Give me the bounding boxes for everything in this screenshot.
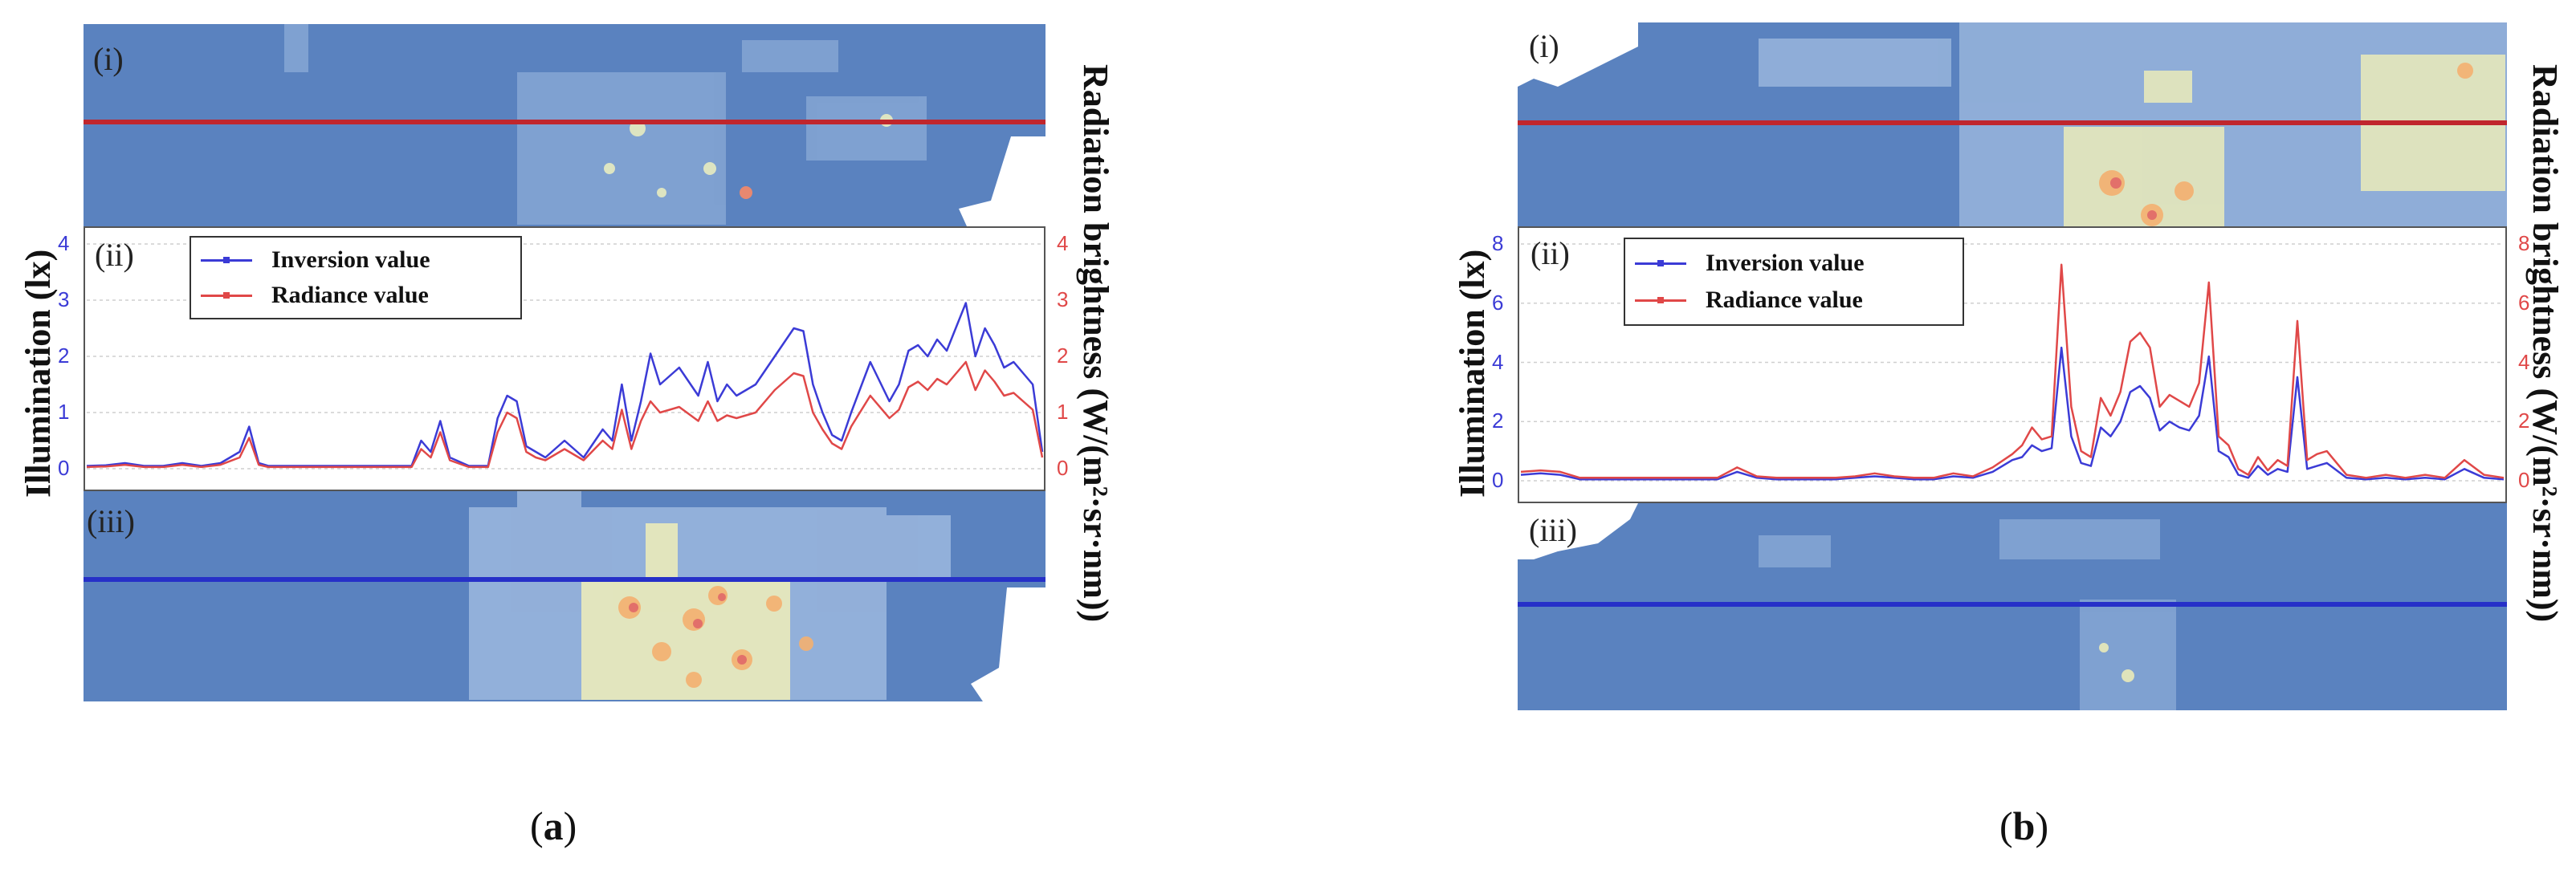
ytick-right-b-0: 0 (2518, 468, 2530, 492)
ytick-right-a-4: 4 (1057, 231, 1069, 255)
panel-b: (i) (ii) Inversion value Radiance value (1285, 0, 2576, 870)
ytick-left-a-2: 2 (58, 344, 70, 368)
chart-a-svg (86, 243, 1044, 470)
label-iii-b: (iii) (1529, 512, 1577, 548)
legend-label-inversion-a: Inversion value (271, 246, 430, 273)
caption-close-a: ) (563, 803, 577, 848)
caption-a: (a) (530, 803, 577, 849)
caption-letter-b: b (2012, 803, 2036, 848)
label-i-b: (i) (1529, 28, 1559, 64)
series-line-radiance-a (86, 360, 1044, 469)
ytick-left-b-2: 4 (1492, 349, 1504, 374)
map-iii-a-nodata (971, 587, 1045, 701)
ytick-right-b-4: 8 (2518, 231, 2530, 255)
ytick-left-a-3: 3 (58, 287, 70, 311)
map-iii-b-texture (1518, 503, 2507, 710)
ytick-right-b-2: 4 (2518, 349, 2530, 374)
ytick-right-a-2: 2 (1057, 344, 1069, 368)
ytick-right-a-0: 0 (1057, 456, 1069, 480)
label-ii-a: (ii) (95, 237, 134, 273)
chart-b: (ii) Inversion value Radiance value (1518, 226, 2507, 503)
ytick-left-a-4: 4 (58, 231, 70, 255)
map-iii-a: (iii) (84, 491, 1045, 701)
legend-swatch-inversion-b (1635, 259, 1686, 266)
ylabel-left-b: Illumination (lx) (1453, 249, 1492, 498)
map-iii-a-texture (84, 491, 1045, 701)
legend-label-radiance-b: Radiance value (1706, 287, 1863, 313)
panel-a: (i) (ii) Inversion value Radiance value (0, 0, 1285, 870)
map-i-b: (i) (1518, 22, 2507, 233)
ytick-right-a-3: 3 (1057, 287, 1069, 311)
caption-b: (b) (1999, 803, 2048, 849)
legend-a: Inversion value Radiance value (190, 236, 522, 319)
chart-a: (ii) Inversion value Radiance value (84, 226, 1045, 491)
ytick-left-a-1: 1 (58, 400, 70, 424)
label-i-a: (i) (93, 41, 124, 77)
legend-label-inversion-b: Inversion value (1706, 250, 1865, 276)
legend-item-radiance-b: Radiance value (1635, 284, 1863, 316)
legend-b: Inversion value Radiance value (1624, 238, 1964, 326)
legend-item-radiance-a: Radiance value (201, 279, 429, 311)
series-line-inversion-a (86, 302, 1044, 467)
legend-label-radiance-a: Radiance value (271, 282, 429, 308)
map-i-a: (i) (84, 24, 1045, 226)
ylabel-right-a: Radiation brightness (W/(m²·sr·nm)) (1076, 64, 1115, 623)
ytick-left-b-1: 2 (1492, 409, 1504, 433)
ylabel-left-a: Illumination (lx) (18, 249, 58, 498)
map-iii-b: (iii) (1518, 503, 2507, 710)
ytick-left-a-0: 0 (58, 456, 70, 480)
legend-swatch-inversion-a (201, 256, 252, 263)
ylabel-right-b: Radiation brightness (W/(m²·sr·nm)) (2525, 64, 2565, 623)
map-iii-b-nodata (1518, 503, 1638, 559)
series-line-inversion-b (1520, 346, 2505, 481)
map-i-b-texture (1518, 22, 2507, 233)
ytick-left-b-0: 0 (1492, 468, 1504, 492)
map-i-a-texture (84, 24, 1045, 226)
map-i-a-hotspot (740, 186, 752, 199)
label-ii-b: (ii) (1531, 235, 1570, 271)
series-line-radiance-b (1520, 263, 2505, 479)
ytick-right-b-3: 6 (2518, 290, 2530, 315)
label-iii-a: (iii) (87, 503, 135, 539)
legend-item-inversion-a: Inversion value (201, 244, 430, 276)
ytick-left-b-3: 6 (1492, 290, 1504, 315)
map-i-b-nodata (1518, 22, 1638, 87)
map-i-a-nodata (959, 136, 1045, 226)
ytick-right-a-1: 1 (1057, 400, 1069, 424)
ytick-right-b-1: 2 (2518, 409, 2530, 433)
legend-swatch-radiance-a (201, 291, 252, 299)
ytick-left-b-4: 8 (1492, 231, 1504, 255)
caption-letter-a: a (543, 803, 564, 848)
legend-item-inversion-b: Inversion value (1635, 247, 1865, 279)
caption-open-b: ( (1999, 803, 2013, 848)
legend-swatch-radiance-b (1635, 296, 1686, 303)
caption-open-a: ( (530, 803, 544, 848)
caption-close-b: ) (2035, 803, 2049, 848)
